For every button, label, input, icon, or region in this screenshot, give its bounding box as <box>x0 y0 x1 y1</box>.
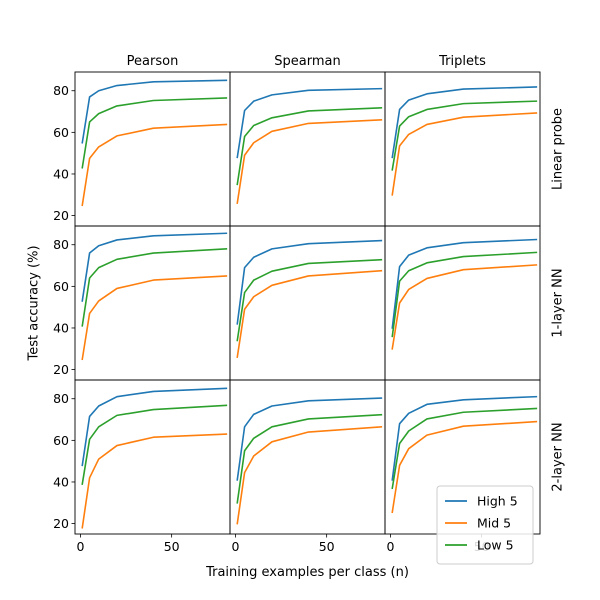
panel-grid: 204060802040608020406080050050050 <box>53 71 541 554</box>
y-tick-label: 80 <box>53 391 69 406</box>
series-line-low-5 <box>236 106 383 186</box>
series-line-high-5 <box>391 395 538 481</box>
legend-label-low-5: Low 5 <box>477 538 514 553</box>
panel-2-layer-nn-spearman: 0 50 <box>229 379 386 554</box>
series-line-high-5 <box>391 86 538 159</box>
series-line-mid-5 <box>236 425 383 525</box>
column-title-spearman: Spearman <box>274 54 340 69</box>
x-tick-label: 0 <box>386 539 394 554</box>
y-tick-label: 60 <box>53 279 69 294</box>
panel-linear-probe-pearson: 20 40 60 80 <box>53 71 231 227</box>
x-tick-label: 50 <box>319 539 335 554</box>
y-tick-label: 80 <box>53 83 69 98</box>
series-line-mid-5 <box>81 275 228 361</box>
row-title-2-layer-nn: 2-layer NN <box>551 422 566 491</box>
series-line-high-5 <box>81 79 228 144</box>
series-line-mid-5 <box>391 264 538 350</box>
panel-1-layer-nn-triplets <box>384 225 541 381</box>
y-tick-label: 40 <box>53 320 69 335</box>
y-tick-label: 20 <box>53 516 69 531</box>
row-title-linear-probe: Linear probe <box>551 108 566 190</box>
series-line-low-5 <box>391 100 538 171</box>
y-tick-label: 80 <box>53 237 69 252</box>
series-line-high-5 <box>236 239 383 325</box>
y-tick-label: 20 <box>53 362 69 377</box>
series-line-mid-5 <box>391 112 538 196</box>
column-title-pearson: Pearson <box>127 54 179 69</box>
column-title-triplets: Triplets <box>438 54 486 69</box>
legend-label-mid-5: Mid 5 <box>477 516 511 531</box>
x-tick-label: 0 <box>231 539 239 554</box>
series-line-high-5 <box>81 232 228 302</box>
series-line-high-5 <box>81 387 228 467</box>
legend-label-high-5: High 5 <box>477 494 518 509</box>
series-line-mid-5 <box>236 269 383 359</box>
row-title-1-layer-nn: 1-layer NN <box>551 268 566 337</box>
y-tick-label: 40 <box>53 474 69 489</box>
y-tick-label: 60 <box>53 125 69 140</box>
x-tick-label: 50 <box>164 539 180 554</box>
y-tick-label: 40 <box>53 166 69 181</box>
series-line-low-5 <box>236 413 383 504</box>
y-tick-label: 20 <box>53 208 69 223</box>
series-line-high-5 <box>391 238 538 329</box>
x-tick-label: 0 <box>76 539 84 554</box>
figure-labels: Pearson Spearman Triplets Linear probe 1-lay… <box>27 54 566 580</box>
series-line-low-5 <box>81 248 228 327</box>
series-line-high-5 <box>236 397 383 481</box>
series-line-mid-5 <box>81 433 228 529</box>
series-line-high-5 <box>236 87 383 159</box>
series-line-low-5 <box>391 407 538 490</box>
series-line-low-5 <box>236 258 383 342</box>
x-axis-label: Training examples per class (n) <box>205 565 409 580</box>
series-line-low-5 <box>391 251 538 338</box>
panel-2-layer-nn-pearson: 20 40 60 80 0 50 <box>53 379 231 554</box>
series-line-mid-5 <box>81 123 228 207</box>
y-tick-label: 60 <box>53 433 69 448</box>
series-line-mid-5 <box>391 420 538 514</box>
legend: High 5 Mid 5 Low 5 <box>436 485 534 565</box>
y-axis-label: Test accuracy (%) <box>27 245 42 361</box>
series-line-low-5 <box>81 97 228 169</box>
series-line-mid-5 <box>236 119 383 205</box>
series-line-low-5 <box>81 404 228 485</box>
